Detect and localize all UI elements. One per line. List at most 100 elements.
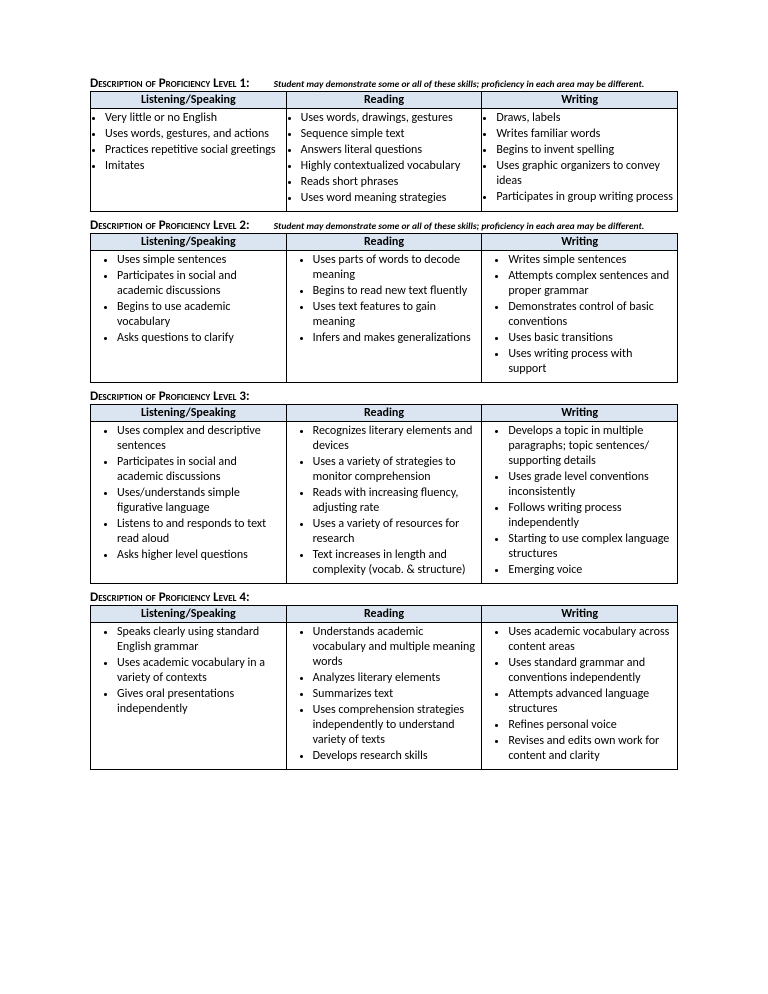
column-header: Listening/Speaking (91, 405, 287, 422)
column-header: Reading (286, 234, 482, 251)
table-cell: Very little or no EnglishUses words, ges… (91, 109, 287, 212)
bullet-item: Uses simple sentences (117, 253, 282, 268)
bullet-item: Uses writing process with support (508, 347, 673, 377)
bullet-item: Uses word meaning strategies (301, 191, 478, 206)
bullet-item: Begins to use academic vocabulary (117, 300, 282, 330)
table-row: Speaks clearly using standard English gr… (91, 623, 678, 770)
bullet-item: Imitates (105, 159, 282, 174)
bullet-list: Writes simple sentencesAttempts complex … (486, 253, 673, 377)
bullet-item: Begins to read new text fluently (313, 284, 478, 299)
table-cell: Draws, labelsWrites familiar wordsBegins… (482, 109, 678, 212)
bullet-list: Uses academic vocabulary across content … (486, 625, 673, 764)
bullet-item: Listens to and responds to text read alo… (117, 517, 282, 547)
bullet-list: Uses complex and descriptive sentencesPa… (95, 424, 282, 563)
level-title-row: Description of Proficiency Level 2: Stude… (90, 218, 678, 233)
bullet-item: Develops research skills (313, 749, 478, 764)
bullet-item: Writes simple sentences (508, 253, 673, 268)
column-header: Reading (286, 606, 482, 623)
table-cell: Uses words, drawings, gesturesSequence s… (286, 109, 482, 212)
column-header: Listening/Speaking (91, 606, 287, 623)
bullet-item: Develops a topic in multiple paragraphs;… (508, 424, 673, 469)
bullet-item: Participates in group writing process (496, 190, 673, 205)
level-note: Student may demonstrate some or all of t… (274, 220, 645, 232)
bullet-item: Uses/understands simple figurative langu… (117, 486, 282, 516)
level-title-row: Description of Proficiency Level 3: (90, 389, 678, 404)
level-title-row: Description of Proficiency Level 1: Stude… (90, 76, 678, 91)
document-root: Description of Proficiency Level 1: Stude… (90, 76, 678, 770)
bullet-list: Develops a topic in multiple paragraphs;… (486, 424, 673, 578)
level-note: Student may demonstrate some or all of t… (274, 78, 645, 90)
bullet-list: Speaks clearly using standard English gr… (95, 625, 282, 717)
bullet-item: Writes familiar words (496, 127, 673, 142)
bullet-list: Recognizes literary elements and devices… (291, 424, 478, 578)
table-cell: Uses academic vocabulary across content … (482, 623, 678, 770)
bullet-item: Emerging voice (508, 563, 673, 578)
bullet-list: Draws, labelsWrites familiar wordsBegins… (486, 111, 673, 205)
bullet-item: Asks higher level questions (117, 548, 282, 563)
proficiency-table: Listening/SpeakingReadingWriting Very lit… (90, 91, 678, 212)
bullet-list: Uses parts of words to decode meaningBeg… (291, 253, 478, 346)
bullet-item: Understands academic vocabulary and mult… (313, 625, 478, 670)
bullet-item: Recognizes literary elements and devices (313, 424, 478, 454)
level-title: Description of Proficiency Level 3: (90, 389, 250, 404)
level-title: Description of Proficiency Level 2: (90, 218, 250, 233)
table-cell: Recognizes literary elements and devices… (286, 422, 482, 584)
bullet-item: Analyzes literary elements (313, 671, 478, 686)
table-row: Uses simple sentencesParticipates in soc… (91, 251, 678, 383)
bullet-item: Infers and makes generalizations (313, 331, 478, 346)
bullet-item: Uses comprehension strategies independen… (313, 703, 478, 748)
column-header: Writing (482, 405, 678, 422)
column-header: Writing (482, 92, 678, 109)
bullet-list: Understands academic vocabulary and mult… (291, 625, 478, 764)
column-header: Writing (482, 234, 678, 251)
table-cell: Uses simple sentencesParticipates in soc… (91, 251, 287, 383)
level-title-row: Description of Proficiency Level 4: (90, 590, 678, 605)
column-header: Reading (286, 92, 482, 109)
bullet-list: Uses simple sentencesParticipates in soc… (95, 253, 282, 346)
proficiency-table: Listening/SpeakingReadingWriting Uses sim… (90, 233, 678, 383)
bullet-item: Uses a variety of resources for research (313, 517, 478, 547)
table-cell: Develops a topic in multiple paragraphs;… (482, 422, 678, 584)
table-row: Very little or no EnglishUses words, ges… (91, 109, 678, 212)
bullet-item: Uses a variety of strategies to monitor … (313, 455, 478, 485)
proficiency-table: Listening/SpeakingReadingWritingUses com… (90, 404, 678, 584)
table-cell: Uses parts of words to decode meaningBeg… (286, 251, 482, 383)
bullet-item: Revises and edits own work for content a… (508, 734, 673, 764)
column-header: Writing (482, 606, 678, 623)
bullet-item: Uses text features to gain meaning (313, 300, 478, 330)
bullet-item: Draws, labels (496, 111, 673, 126)
bullet-item: Sequence simple text (301, 127, 478, 142)
bullet-item: Answers literal questions (301, 143, 478, 158)
table-cell: Uses complex and descriptive sentencesPa… (91, 422, 287, 584)
bullet-item: Uses academic vocabulary in a variety of… (117, 656, 282, 686)
bullet-item: Uses standard grammar and conventions in… (508, 656, 673, 686)
bullet-item: Refines personal voice (508, 718, 673, 733)
bullet-item: Uses grade level conventions inconsisten… (508, 470, 673, 500)
bullet-item: Starting to use complex language structu… (508, 532, 673, 562)
bullet-item: Attempts advanced language structures (508, 687, 673, 717)
column-header: Listening/Speaking (91, 92, 287, 109)
level-title: Description of Proficiency Level 4: (90, 590, 250, 605)
bullet-item: Reads with increasing fluency, adjusting… (313, 486, 478, 516)
bullet-item: Very little or no English (105, 111, 282, 126)
bullet-item: Uses words, gestures, and actions (105, 127, 282, 142)
bullet-item: Speaks clearly using standard English gr… (117, 625, 282, 655)
bullet-item: Uses basic transitions (508, 331, 673, 346)
bullet-item: Demonstrates control of basic convention… (508, 300, 673, 330)
bullet-item: Uses complex and descriptive sentences (117, 424, 282, 454)
table-cell: Writes simple sentencesAttempts complex … (482, 251, 678, 383)
bullet-item: Text increases in length and complexity … (313, 548, 478, 578)
table-cell: Speaks clearly using standard English gr… (91, 623, 287, 770)
bullet-item: Asks questions to clarify (117, 331, 282, 346)
bullet-list: Uses words, drawings, gesturesSequence s… (291, 111, 478, 206)
bullet-item: Uses words, drawings, gestures (301, 111, 478, 126)
bullet-item: Highly contextualized vocabulary (301, 159, 478, 174)
bullet-list: Very little or no EnglishUses words, ges… (95, 111, 282, 174)
bullet-item: Participates in social and academic disc… (117, 455, 282, 485)
bullet-item: Uses graphic organizers to convey ideas (496, 159, 673, 189)
bullet-item: Practices repetitive social greetings (105, 143, 282, 158)
column-header: Listening/Speaking (91, 234, 287, 251)
bullet-item: Summarizes text (313, 687, 478, 702)
bullet-item: Uses parts of words to decode meaning (313, 253, 478, 283)
level-title: Description of Proficiency Level 1: (90, 76, 250, 91)
